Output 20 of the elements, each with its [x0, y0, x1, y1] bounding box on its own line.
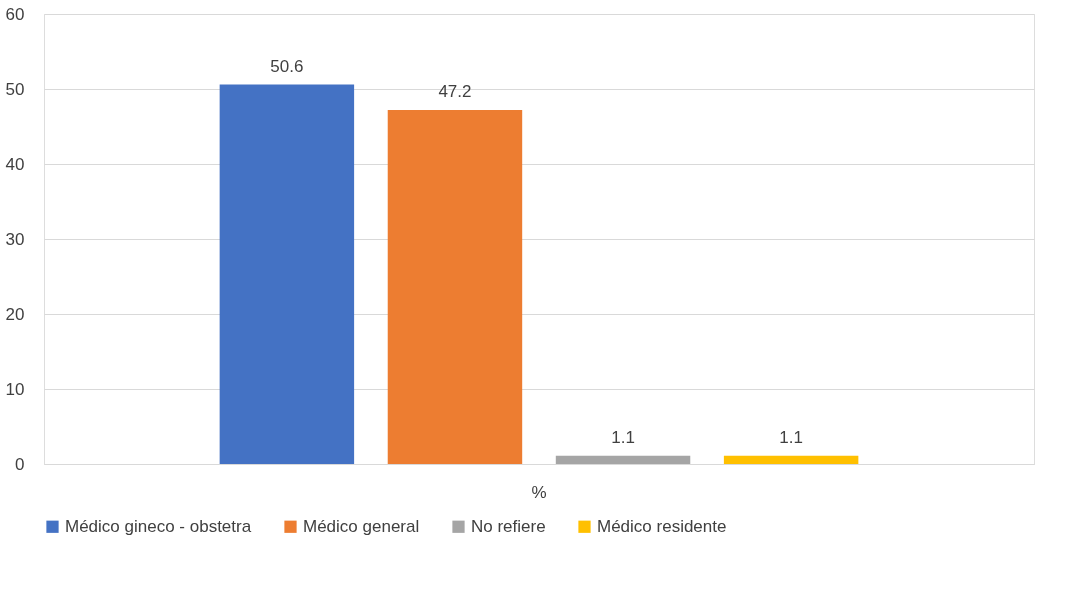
y-tick-label: 0	[15, 454, 25, 474]
y-tick-label: 50	[5, 79, 25, 99]
y-tick-label: 30	[5, 229, 25, 249]
y-tick-label: 10	[5, 379, 25, 399]
y-tick-label: 20	[5, 304, 25, 324]
legend-label: Médico gineco - obstetra	[65, 516, 252, 536]
bar	[387, 110, 523, 464]
legend-label: No refiere	[471, 516, 546, 536]
legend-label: Médico residente	[597, 516, 727, 536]
data-label: 1.1	[779, 427, 803, 447]
legend-label: Médico general	[303, 516, 420, 536]
bar	[555, 455, 691, 464]
data-label: 1.1	[611, 427, 635, 447]
y-tick-label: 40	[5, 154, 25, 174]
x-tick-label: %	[531, 482, 547, 502]
bar	[723, 455, 859, 464]
data-label: 50.6	[270, 56, 304, 76]
bar	[219, 84, 355, 464]
data-label: 47.2	[438, 82, 472, 101]
y-tick-label: 60	[5, 4, 25, 24]
